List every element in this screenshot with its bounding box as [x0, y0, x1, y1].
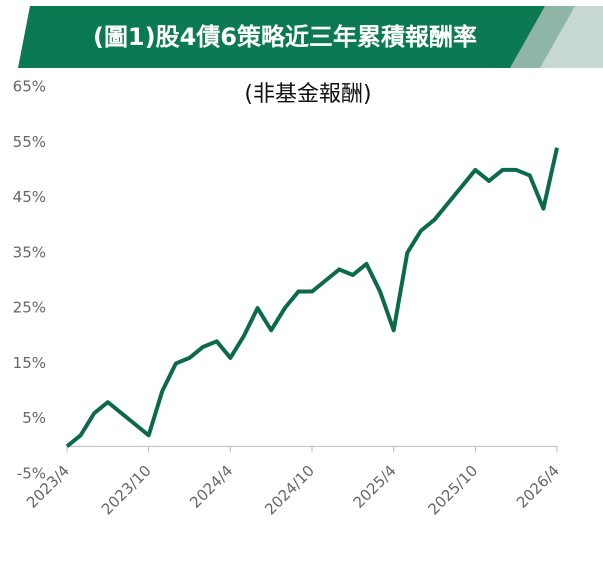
- line: [65, 147, 559, 448]
- banner-stripe: [540, 6, 603, 68]
- y-tick-label: 45%: [13, 188, 46, 206]
- y-tick-label: 35%: [13, 243, 46, 261]
- x-tick-label: 2024/4: [186, 462, 236, 512]
- y-tick-label: 65%: [13, 78, 46, 96]
- x-tick-label: 2024/10: [261, 462, 318, 519]
- chart-title: (圖1)股4債6策略近三年累積報酬率: [93, 23, 477, 51]
- x-tick-label: 2023/10: [98, 462, 155, 519]
- title-banner: [18, 6, 560, 68]
- y-tick-label: 5%: [22, 409, 46, 427]
- y-tick-label: 25%: [13, 299, 46, 317]
- chart-subtitle: (非基金報酬): [244, 82, 371, 107]
- y-tick-label: -5%: [17, 465, 46, 483]
- x-tick-label: 2025/10: [425, 462, 482, 519]
- y-tick-label: 55%: [13, 133, 46, 151]
- x-tick-label: 2025/4: [350, 462, 400, 512]
- y-tick-label: 15%: [13, 354, 46, 372]
- x-tick-label: 2026/4: [513, 462, 563, 512]
